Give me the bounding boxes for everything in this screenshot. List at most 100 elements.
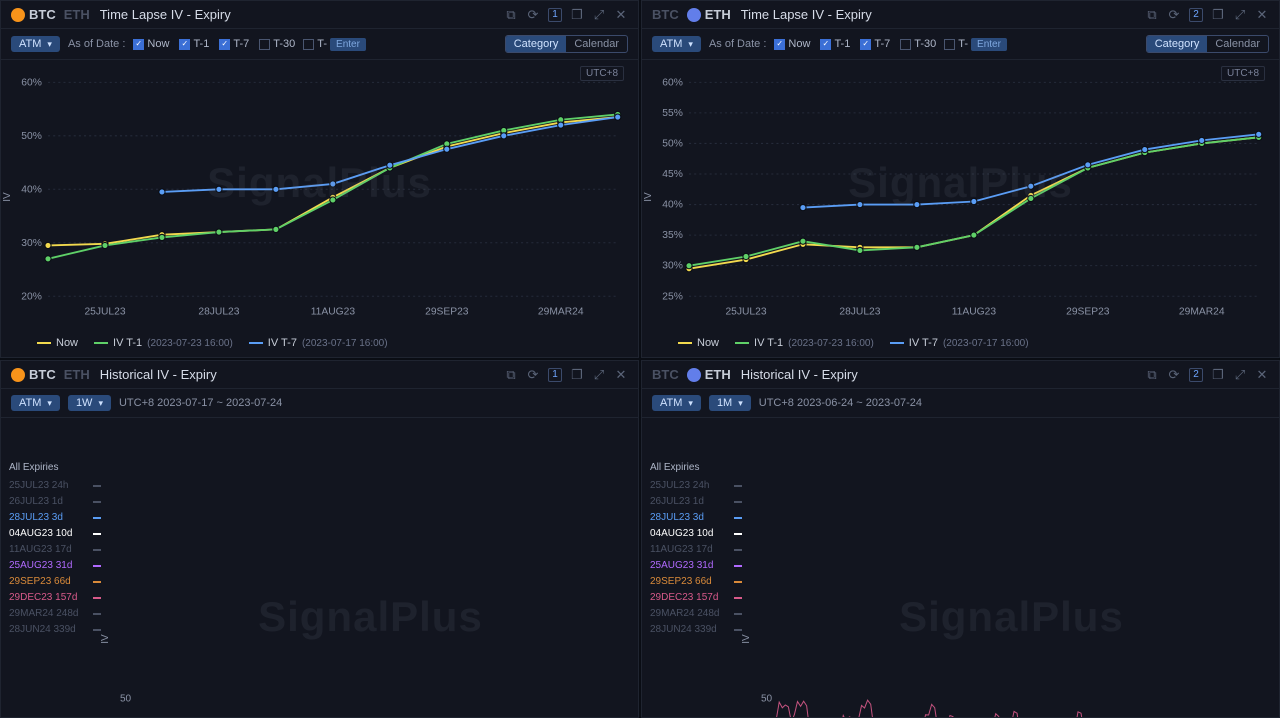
expiry-item[interactable]: 29MAR24 248d xyxy=(9,606,101,622)
check-t-30[interactable]: T-30 xyxy=(900,38,936,50)
chart-area: All Expiries25JUL23 24h26JUL23 1d28JUL23… xyxy=(642,418,1279,718)
close-icon[interactable]: ✕ xyxy=(1255,368,1269,382)
expiry-item[interactable]: 28JUL23 3d xyxy=(9,510,101,526)
expiry-item[interactable]: 26JUL23 1d xyxy=(650,494,742,510)
expiry-item[interactable]: 11AUG23 17d xyxy=(650,542,742,558)
refresh-icon[interactable]: ⟳ xyxy=(526,8,540,22)
expiry-item[interactable]: 29DEC23 157d xyxy=(9,590,101,606)
expiry-item[interactable]: 11AUG23 17d xyxy=(9,542,101,558)
expiry-item[interactable]: 29SEP23 66d xyxy=(650,574,742,590)
custom-t-input[interactable]: Enter xyxy=(971,38,1007,51)
toggle-category[interactable]: Category xyxy=(506,36,567,52)
svg-text:28JUL23: 28JUL23 xyxy=(839,307,880,318)
copy-icon[interactable]: ❐ xyxy=(570,8,584,22)
copy-icon[interactable]: ❐ xyxy=(1211,8,1225,22)
close-icon[interactable]: ✕ xyxy=(1255,8,1269,22)
check-t-7[interactable]: T-7 xyxy=(219,38,249,50)
popout-icon[interactable]: ⧉ xyxy=(504,8,518,22)
legend-item[interactable]: IV T-1(2023-07-23 16:00) xyxy=(94,337,233,349)
range-dropdown[interactable]: 1M xyxy=(709,395,751,411)
expiry-item[interactable]: 28JUL23 3d xyxy=(650,510,742,526)
expiry-item[interactable]: 28JUN24 339d xyxy=(650,622,742,638)
line-chart: 25%30%35%40%45%50%55%60%25JUL2328JUL2311… xyxy=(652,66,1269,329)
expiry-item[interactable]: 04AUG23 10d xyxy=(9,526,101,542)
check-t-7[interactable]: T-7 xyxy=(860,38,890,50)
panel-index[interactable]: 2 xyxy=(1189,368,1203,382)
copy-icon[interactable]: ❐ xyxy=(570,368,584,382)
y-axis-label: IV xyxy=(100,634,111,643)
expiry-item[interactable]: 26JUL23 1d xyxy=(9,494,101,510)
refresh-icon[interactable]: ⟳ xyxy=(1167,8,1181,22)
expand-icon[interactable]: ⤢ xyxy=(1233,368,1247,382)
coin-tab-btc[interactable]: BTC xyxy=(652,7,679,22)
refresh-icon[interactable]: ⟳ xyxy=(526,368,540,382)
coin-tab-eth[interactable]: ETH xyxy=(64,367,90,382)
range-dropdown[interactable]: 1W xyxy=(68,395,111,411)
svg-text:50: 50 xyxy=(120,694,132,705)
expiry-item[interactable]: 25AUG23 31d xyxy=(9,558,101,574)
panel-index[interactable]: 1 xyxy=(548,8,562,22)
popout-icon[interactable]: ⧉ xyxy=(504,368,518,382)
legend-item[interactable]: Now xyxy=(678,337,719,349)
close-icon[interactable]: ✕ xyxy=(614,368,628,382)
custom-t-input[interactable]: Enter xyxy=(330,38,366,51)
expiry-item[interactable]: 28JUN24 339d xyxy=(9,622,101,638)
svg-text:25%: 25% xyxy=(662,291,683,302)
chart-area: UTC+8 SignalPlus IV 20%30%40%50%60%25JUL… xyxy=(1,60,638,333)
close-icon[interactable]: ✕ xyxy=(614,8,628,22)
coin-tab-btc[interactable]: BTC xyxy=(11,7,56,22)
legend-item[interactable]: Now xyxy=(37,337,78,349)
view-toggle: Category Calendar xyxy=(505,35,628,53)
expiry-item[interactable]: 04AUG23 10d xyxy=(650,526,742,542)
check-now[interactable]: Now xyxy=(774,38,810,50)
check-now[interactable]: Now xyxy=(133,38,169,50)
popout-icon[interactable]: ⧉ xyxy=(1145,368,1159,382)
svg-text:25JUL23: 25JUL23 xyxy=(725,307,766,318)
svg-text:50%: 50% xyxy=(662,139,683,150)
check-t-1[interactable]: T-1 xyxy=(820,38,850,50)
atm-dropdown[interactable]: ATM xyxy=(11,395,60,411)
expiry-item[interactable]: 25JUL23 24h xyxy=(650,478,742,494)
panel-index[interactable]: 2 xyxy=(1189,8,1203,22)
panel-index[interactable]: 1 xyxy=(548,368,562,382)
check-t-30[interactable]: T-30 xyxy=(259,38,295,50)
legend-item[interactable]: IV T-7(2023-07-17 16:00) xyxy=(249,337,388,349)
atm-dropdown[interactable]: ATM xyxy=(11,36,60,52)
toggle-calendar[interactable]: Calendar xyxy=(566,36,627,52)
btc-icon xyxy=(11,8,25,22)
custom-t-check[interactable]: T-Enter xyxy=(303,38,366,51)
atm-dropdown[interactable]: ATM xyxy=(652,36,701,52)
check-t-1[interactable]: T-1 xyxy=(179,38,209,50)
svg-text:29SEP23: 29SEP23 xyxy=(1066,307,1110,318)
svg-text:60%: 60% xyxy=(662,77,683,88)
coin-tab-eth[interactable]: ETH xyxy=(64,7,90,22)
expiry-item[interactable]: 29DEC23 157d xyxy=(650,590,742,606)
expand-icon[interactable]: ⤢ xyxy=(592,368,606,382)
toggle-category[interactable]: Category xyxy=(1147,36,1208,52)
refresh-icon[interactable]: ⟳ xyxy=(1167,368,1181,382)
legend: Now IV T-1(2023-07-23 16:00) IV T-7(2023-0… xyxy=(1,333,638,357)
expiry-item[interactable]: 29SEP23 66d xyxy=(9,574,101,590)
expiry-item[interactable]: 25AUG23 31d xyxy=(650,558,742,574)
copy-icon[interactable]: ❐ xyxy=(1211,368,1225,382)
svg-text:25JUL23: 25JUL23 xyxy=(84,307,125,318)
custom-t-check[interactable]: T-Enter xyxy=(944,38,1007,51)
toggle-calendar[interactable]: Calendar xyxy=(1207,36,1268,52)
popout-icon[interactable]: ⧉ xyxy=(1145,8,1159,22)
atm-dropdown[interactable]: ATM xyxy=(652,395,701,411)
coin-tab-eth[interactable]: ETH xyxy=(687,367,731,382)
coin-tab-btc[interactable]: BTC xyxy=(11,367,56,382)
svg-text:29MAR24: 29MAR24 xyxy=(1179,307,1225,318)
panel-historical-eth: BTC ETH Historical IV - Expiry ⧉ ⟳ 2 ❐ ⤢… xyxy=(641,360,1280,718)
expand-icon[interactable]: ⤢ xyxy=(1233,8,1247,22)
expand-icon[interactable]: ⤢ xyxy=(592,8,606,22)
expiry-item[interactable]: 25JUL23 24h xyxy=(9,478,101,494)
legend-item[interactable]: IV T-1(2023-07-23 16:00) xyxy=(735,337,874,349)
btc-icon xyxy=(11,368,25,382)
coin-tab-btc[interactable]: BTC xyxy=(652,367,679,382)
coin-tab-eth[interactable]: ETH xyxy=(687,7,731,22)
expiry-item[interactable]: 29MAR24 248d xyxy=(650,606,742,622)
legend-item[interactable]: IV T-7(2023-07-17 16:00) xyxy=(890,337,1029,349)
line-chart: 30354045502023-06-242023-06-292023-07-04… xyxy=(746,602,1269,718)
svg-text:45%: 45% xyxy=(662,169,683,180)
